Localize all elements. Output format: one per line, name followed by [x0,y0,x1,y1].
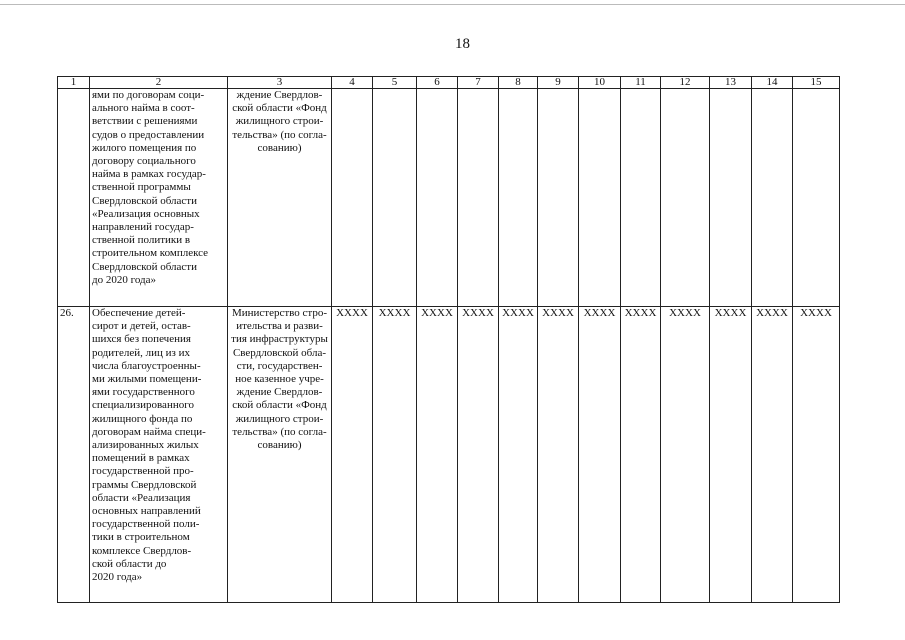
row-value [709,88,752,307]
row-value [578,88,621,307]
column-header: 14 [751,76,793,89]
row-value [416,88,458,307]
row-value: XXXX [416,306,458,603]
row-value: XXXX [537,306,579,603]
row-value: XXXX [660,306,710,603]
program-table: 1 2 3 4 5 6 7 8 9 10 11 12 13 14 15 ями по договорам со… [57,76,840,603]
column-header: 13 [709,76,752,89]
row-value: XXXX [620,306,661,603]
header-row: 1 2 3 4 5 6 7 8 9 10 11 12 13 14 15 [57,76,840,89]
column-header: 7 [457,76,499,89]
table-row: 26. Обеспечение детей- сирот и детей, ост… [57,306,840,603]
row-value [751,88,793,307]
row-value [660,88,710,307]
row-description: ями по договорам соци- ального найма в с… [89,88,228,307]
row-value [792,88,840,307]
column-header: 4 [331,76,373,89]
column-header: 6 [416,76,458,89]
row-value [498,88,538,307]
row-executor: Министерство стро- ительства и разви- ти… [227,306,332,603]
row-description: Обеспечение детей- сирот и детей, остав-… [89,306,228,603]
column-header: 10 [578,76,621,89]
row-value: XXXX [331,306,373,603]
column-header: 12 [660,76,710,89]
column-header: 3 [227,76,332,89]
row-value [620,88,661,307]
column-header: 5 [372,76,417,89]
row-executor: ждение Свердлов- ской области «Фонд жили… [227,88,332,307]
page-number: 18 [455,36,470,52]
column-header: 11 [620,76,661,89]
row-value [457,88,499,307]
row-value [537,88,579,307]
row-value: XXXX [457,306,499,603]
row-value: XXXX [372,306,417,603]
row-number [57,88,90,307]
row-value: XXXX [792,306,840,603]
row-value: XXXX [751,306,793,603]
column-header: 1 [57,76,90,89]
row-value: XXXX [578,306,621,603]
scan-edge-line [0,4,905,5]
column-header: 15 [792,76,840,89]
column-header: 9 [537,76,579,89]
row-value: XXXX [498,306,538,603]
row-value [372,88,417,307]
row-number: 26. [57,306,90,603]
column-header: 8 [498,76,538,89]
table-row: ями по договорам соци- ального найма в с… [57,88,840,307]
row-value: XXXX [709,306,752,603]
row-value [331,88,373,307]
column-header: 2 [89,76,228,89]
